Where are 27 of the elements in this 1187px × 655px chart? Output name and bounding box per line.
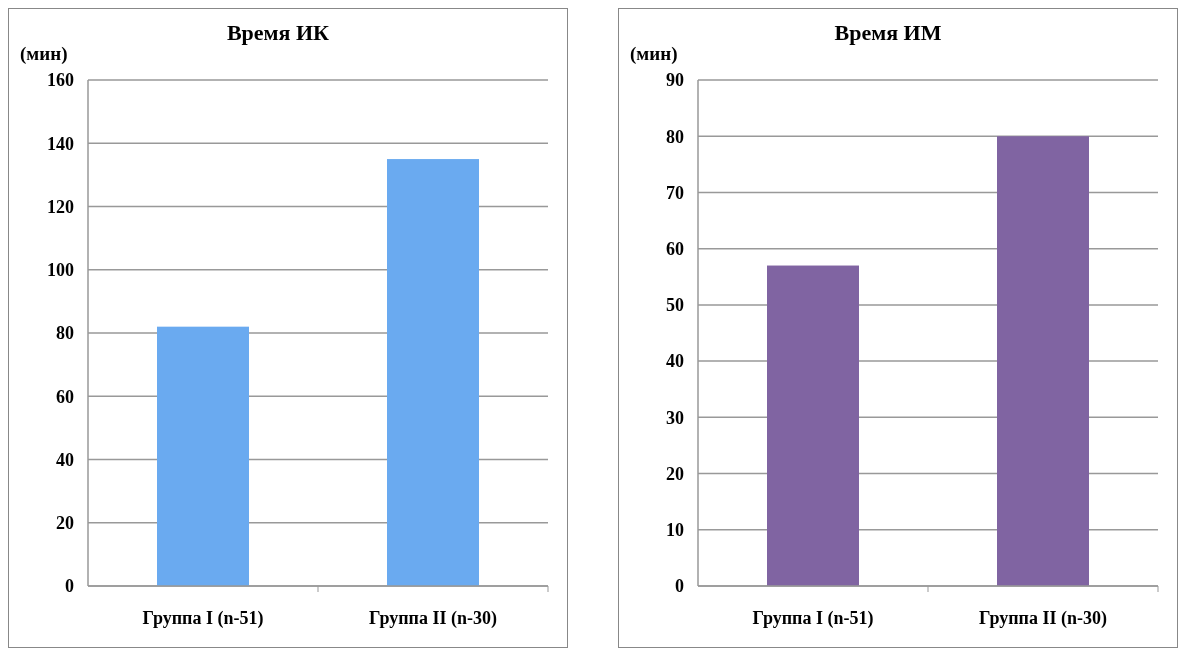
- chart-title: Время ИМ: [834, 20, 942, 45]
- y-tick-label: 20: [56, 513, 74, 534]
- y-tick-label: 80: [666, 126, 684, 147]
- y-tick-label: 70: [666, 182, 684, 203]
- y-axis-title: (мин): [20, 43, 68, 65]
- y-tick-label: 0: [675, 576, 684, 597]
- x-tick-label: Группа I (n-51): [752, 608, 874, 629]
- x-tick-label: Группа II (n-30): [369, 608, 497, 629]
- y-tick-label: 100: [47, 260, 74, 281]
- y-tick-label: 160: [47, 70, 74, 91]
- x-tick-label: Группа I (n-51): [142, 608, 264, 629]
- y-tick-label: 90: [666, 70, 684, 91]
- y-tick-label: 10: [666, 520, 684, 541]
- y-tick-label: 60: [666, 238, 684, 259]
- chart-title: Время ИК: [226, 20, 330, 45]
- y-tick-label: 50: [666, 295, 684, 316]
- y-tick-label: 30: [666, 407, 684, 428]
- y-tick-label: 20: [666, 463, 684, 484]
- y-axis-title: (мин): [630, 43, 678, 65]
- x-tick-label: Группа II (n-30): [979, 608, 1107, 629]
- y-tick-label: 40: [666, 351, 684, 372]
- y-tick-label: 80: [56, 323, 74, 344]
- y-tick-label: 60: [56, 386, 74, 407]
- y-tick-label: 0: [65, 576, 74, 597]
- y-tick-label: 120: [47, 196, 74, 217]
- y-tick-label: 140: [47, 133, 74, 154]
- y-tick-label: 40: [56, 449, 74, 470]
